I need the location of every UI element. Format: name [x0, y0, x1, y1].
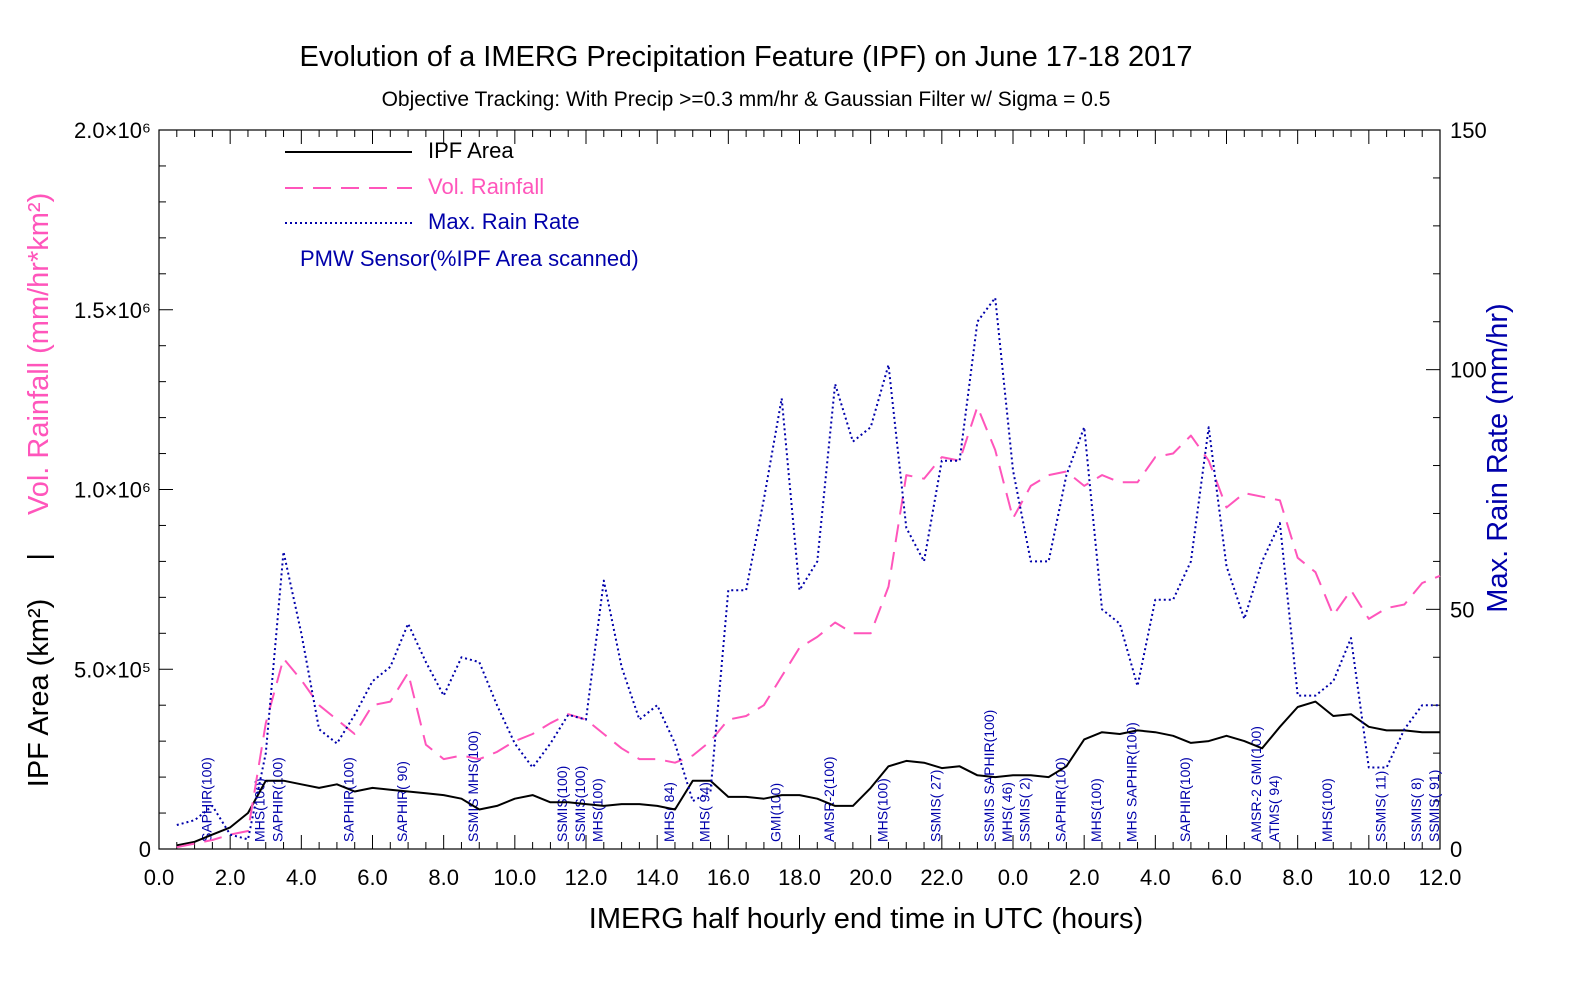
x-tick-label: 6.0 [357, 865, 388, 890]
y-left-label: IPF Area (km²) | Vol. Rainfall (mm/hr*km… [23, 193, 55, 787]
legend-rain-label: Vol. Rainfall [428, 174, 544, 199]
sensor-annotation: SSMIS( 8) [1408, 777, 1424, 842]
sensor-annotation: MHS SAPHIR(100) [1123, 722, 1139, 842]
x-tick-label: 4.0 [1140, 865, 1171, 890]
x-tick-label: 10.0 [493, 865, 536, 890]
x-tick-label: 12.0 [1419, 865, 1462, 890]
legend: IPF Area Vol. Rainfall Max. Rain Rate PM… [285, 138, 639, 271]
sensor-annotation: SAPHIR(100) [1052, 757, 1068, 842]
sensor-annotation: SSMIS( 91) [1426, 770, 1442, 842]
x-tick-label: 6.0 [1211, 865, 1242, 890]
x-tick-label: 18.0 [778, 865, 821, 890]
sensor-annotation: MHS(100) [874, 778, 890, 842]
sensor-annotation: GMI(100) [768, 783, 784, 842]
sensor-annotation: SSMIS MHS(100) [465, 731, 481, 842]
y-left-tick-label: 2.0×10⁶ [74, 118, 151, 143]
x-tick-label: 20.0 [849, 865, 892, 890]
sensor-annotation: MHS( 46) [999, 782, 1015, 842]
chart-title: Evolution of a IMERG Precipitation Featu… [299, 41, 1192, 73]
sensor-annotation: SSMIS( 27) [928, 770, 944, 842]
x-tick-label: 4.0 [286, 865, 317, 890]
sensor-annotation: SSMIS( 11) [1373, 771, 1389, 842]
y-left-label-group: IPF Area (km²) | Vol. Rainfall (mm/hr*km… [23, 193, 55, 787]
y-right-tick-label: 50 [1450, 597, 1474, 622]
x-tick-label: 14.0 [636, 865, 679, 890]
sensor-annotation: MHS(100) [1088, 778, 1104, 842]
y-left-label-area: IPF Area (km²) [23, 599, 55, 788]
x-tick-label: 12.0 [565, 865, 608, 890]
x-tick-label: 0.0 [144, 865, 175, 890]
y-right-tick-label: 0 [1450, 837, 1462, 862]
sensor-annotation: MHS(100) [1319, 778, 1335, 842]
legend-sensor-note: PMW Sensor(%IPF Area scanned) [300, 246, 639, 271]
x-tick-label: 2.0 [1069, 865, 1100, 890]
sensor-annotation: SAPHIR(100) [269, 757, 285, 842]
sensor-annotation: MHS( 84) [661, 782, 677, 842]
y-left-tick-label: 5.0×10⁵ [74, 657, 151, 682]
axis-ticks [158, 129, 1441, 850]
x-tick-labels: 0.0 2.0 4.0 6.0 8.0 10.0 12.0 14.0 16.0 18.0 20.0 2… [144, 865, 1462, 890]
x-tick-label: 8.0 [1282, 865, 1313, 890]
chart-subtitle: Objective Tracking: With Precip >=0.3 mm… [382, 88, 1111, 111]
x-tick-label: 0.0 [998, 865, 1029, 890]
vol-rainfall-line [176, 405, 1441, 849]
sensor-annotation: MHS(100) [252, 778, 268, 842]
sensor-annotation: SAPHIR(100) [1177, 757, 1193, 842]
sensor-annotation: AMSR-2(100) [821, 756, 837, 842]
max-rain-rate-line [176, 296, 1440, 841]
y-left-label-sep: | [23, 553, 55, 561]
y-left-tick-label: 1.5×10⁶ [74, 298, 151, 323]
legend-area-label: IPF Area [428, 138, 514, 163]
sensor-annotation: SAPHIR(100) [198, 757, 214, 842]
y-left-tick-labels: 0 5.0×10⁵ 1.0×10⁶ 1.5×10⁶ 2.0×10⁶ [74, 118, 151, 862]
y-left-tick-label: 0 [139, 837, 151, 862]
sensor-annotation: MHS(100) [590, 778, 606, 842]
sensor-annotation: SSMIS(100) [554, 766, 570, 842]
legend-rate-label: Max. Rain Rate [428, 209, 580, 234]
y-right-tick-label: 150 [1450, 118, 1487, 143]
x-tick-label: 10.0 [1347, 865, 1390, 890]
x-tick-label: 16.0 [707, 865, 750, 890]
sensor-annotation: AMSR-2 GMI(100) [1248, 726, 1264, 842]
y-left-label-rain: Vol. Rainfall (mm/hr*km²) [23, 193, 55, 515]
sensor-annotation: SSMIS( 2) [1017, 777, 1033, 842]
x-tick-label: 2.0 [215, 865, 246, 890]
sensor-annotations: SAPHIR(100) MHS(100) SAPHIR(100) SAPHIR(100… [198, 710, 1442, 842]
sensor-annotation: ATMS( 94) [1266, 775, 1282, 842]
sensor-annotation: SAPHIR( 90) [394, 761, 410, 842]
x-tick-label: 22.0 [920, 865, 963, 890]
y-right-tick-label: 100 [1450, 358, 1487, 383]
y-left-tick-label: 1.0×10⁶ [74, 478, 151, 503]
ipf-area-line [176, 700, 1440, 847]
x-axis-label: IMERG half hourly end time in UTC (hours… [589, 903, 1143, 935]
series-layer [176, 296, 1441, 849]
sensor-annotation: MHS( 94) [696, 782, 712, 842]
x-tick-label: 8.0 [428, 865, 459, 890]
sensor-annotation: SAPHIR(100) [341, 757, 357, 842]
y-right-label: Max. Rain Rate (mm/hr) [1482, 303, 1514, 612]
y-right-tick-labels: 0 50 100 150 [1450, 118, 1487, 862]
